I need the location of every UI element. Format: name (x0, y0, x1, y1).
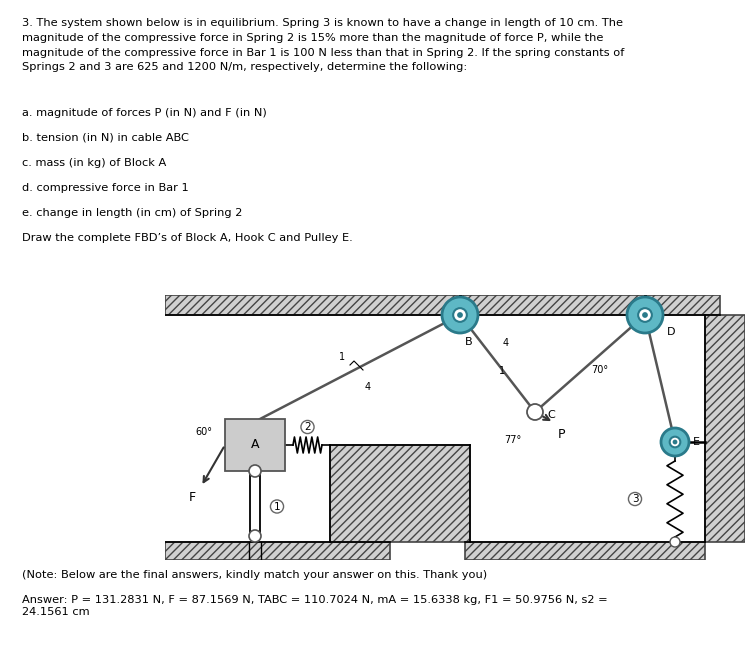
Circle shape (458, 313, 462, 317)
Circle shape (442, 297, 478, 333)
Text: 60°: 60° (195, 427, 212, 437)
Circle shape (249, 465, 261, 477)
Text: P: P (558, 428, 566, 440)
Bar (330, 445, 470, 542)
Circle shape (673, 440, 676, 444)
Text: 3. The system shown below is in equilibrium. Spring 3 is known to have a change : 3. The system shown below is in equilibr… (22, 18, 624, 72)
Text: Draw the complete FBD’s of Block A, Hook C and Pulley E.: Draw the complete FBD’s of Block A, Hook… (22, 233, 353, 243)
Text: 3: 3 (632, 494, 639, 504)
Text: 1: 1 (274, 501, 280, 511)
Text: 70°: 70° (591, 365, 608, 375)
Bar (165, 542, 390, 560)
Text: d. compressive force in Bar 1: d. compressive force in Bar 1 (22, 183, 188, 193)
Bar (165, 295, 720, 315)
Text: E: E (693, 437, 700, 447)
Text: a. magnitude of forces P (in N) and F (in N): a. magnitude of forces P (in N) and F (i… (22, 108, 267, 118)
Text: D: D (667, 327, 676, 337)
Text: b. tension (in N) in cable ABC: b. tension (in N) in cable ABC (22, 133, 188, 143)
Bar (705, 315, 745, 542)
Circle shape (643, 313, 647, 317)
Circle shape (638, 308, 652, 322)
Text: 77°: 77° (504, 435, 522, 445)
Text: F: F (188, 491, 196, 503)
Text: 1: 1 (499, 365, 506, 376)
Circle shape (527, 404, 543, 420)
Text: 4: 4 (502, 339, 508, 349)
Circle shape (661, 428, 689, 456)
Text: 4: 4 (365, 382, 371, 392)
Text: C: C (547, 410, 555, 420)
Text: 1: 1 (339, 352, 345, 362)
Bar (225, 419, 285, 471)
Circle shape (670, 437, 680, 448)
Circle shape (627, 297, 663, 333)
Circle shape (453, 308, 467, 322)
Text: A: A (251, 438, 259, 452)
Bar (465, 542, 705, 560)
Circle shape (670, 537, 680, 547)
Text: e. change in length (in cm) of Spring 2: e. change in length (in cm) of Spring 2 (22, 208, 242, 218)
Text: (Note: Below are the final answers, kindly match your answer on this. Thank you): (Note: Below are the final answers, kind… (22, 570, 487, 580)
Text: c. mass (in kg) of Block A: c. mass (in kg) of Block A (22, 158, 166, 168)
Text: 2: 2 (304, 422, 311, 432)
Circle shape (249, 530, 261, 542)
Text: B: B (465, 337, 473, 347)
Text: Answer: P = 131.2831 N, F = 87.1569 N, TABC = 110.7024 N, mA = 15.6338 kg, F1 = : Answer: P = 131.2831 N, F = 87.1569 N, T… (22, 595, 608, 617)
